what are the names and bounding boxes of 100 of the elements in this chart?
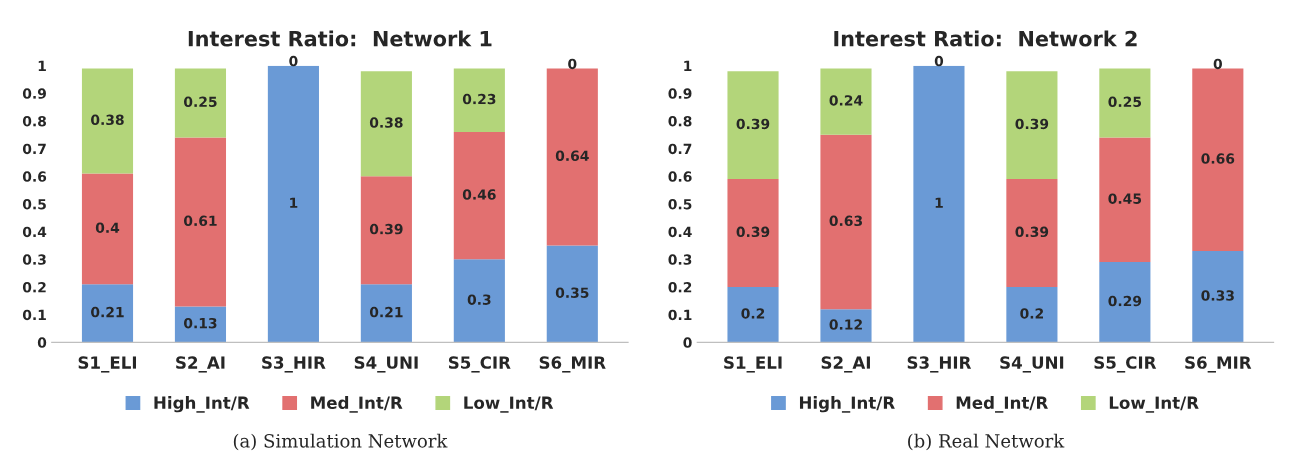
data-label: 0.39 xyxy=(736,226,770,238)
bar xyxy=(174,306,227,343)
y-tick-label: 0.8 xyxy=(22,115,46,127)
bar xyxy=(360,284,412,343)
bar xyxy=(174,68,227,138)
data-label: 0.2 xyxy=(1020,308,1043,319)
x-tick-label: S1_ELI xyxy=(78,356,137,373)
data-label: 0.64 xyxy=(555,150,589,161)
bar xyxy=(727,71,779,180)
x-tick-label: S5_CIR xyxy=(1094,356,1157,373)
data-label: 0.24 xyxy=(829,95,863,106)
y-tick-label: 0.1 xyxy=(22,309,46,321)
y-tick-label: 0.1 xyxy=(668,309,692,321)
bar xyxy=(1192,68,1244,252)
y-tick-label: 0.9 xyxy=(22,88,46,99)
x-tick-label: S6_MIR xyxy=(1185,356,1252,373)
data-label: 0.12 xyxy=(829,319,862,330)
x-tick-label: S5_CIR xyxy=(448,356,511,373)
data-label: 0 xyxy=(934,55,944,67)
text: (b) Real Network xyxy=(908,433,1065,451)
y-tick-label: 0.2 xyxy=(668,282,692,293)
y-tick-label: 0.7 xyxy=(22,143,46,155)
bar xyxy=(1006,287,1058,343)
data-label: 0.46 xyxy=(462,189,496,200)
x-tick-label: S4_UNI xyxy=(354,356,418,373)
data-label: 0.39 xyxy=(1015,226,1049,238)
data-label: 0.39 xyxy=(369,223,403,235)
bar xyxy=(1006,179,1058,288)
y-tick-label: 0 xyxy=(37,337,47,348)
data-label: 0.63 xyxy=(829,215,863,227)
data-label: 0.21 xyxy=(91,306,124,318)
bar xyxy=(81,173,134,285)
y-tick-label: 0.9 xyxy=(668,88,692,99)
legend-label: Med_Int/R xyxy=(956,396,1048,413)
chart-title: Interest Ratio: Network 2 xyxy=(834,30,1137,47)
data-label: 1 xyxy=(290,197,298,208)
y-tick-label: 0.5 xyxy=(668,198,692,210)
bar xyxy=(1099,262,1151,343)
data-label: 0 xyxy=(289,55,298,67)
data-label: 0.4 xyxy=(95,222,120,233)
bar xyxy=(546,245,598,343)
x-tick-label: S1_ELI xyxy=(724,356,782,373)
y-tick-label: 0.3 xyxy=(668,254,692,265)
bar xyxy=(81,284,134,343)
data-label: 0.13 xyxy=(183,317,217,329)
bar xyxy=(360,71,412,177)
bar xyxy=(1099,137,1151,263)
bar xyxy=(1192,251,1244,343)
x-tick-label: S2_AI xyxy=(176,356,225,373)
y-tick-label: 0.7 xyxy=(668,143,692,155)
bar xyxy=(820,309,872,343)
legend-label: Low_Int/R xyxy=(464,396,554,413)
data-label: 0.38 xyxy=(91,114,124,126)
legend-label: Med_Int/R xyxy=(311,396,403,413)
data-label: 0.39 xyxy=(736,118,770,130)
legend-label: High_Int/R xyxy=(799,396,895,413)
x-tick-label: S4_UNI xyxy=(1000,356,1064,373)
bar xyxy=(267,65,319,343)
data-label: 0 xyxy=(1213,58,1222,70)
y-tick-label: 0.3 xyxy=(22,254,46,265)
y-tick-label: 0.8 xyxy=(668,115,692,127)
legend-label: High_Int/R xyxy=(154,396,250,413)
bar xyxy=(820,68,872,135)
bar xyxy=(727,179,779,288)
data-label: 0 xyxy=(568,58,577,70)
x-tick-label: S6_MIR xyxy=(539,356,606,373)
y-tick-label: 0 xyxy=(683,337,692,348)
data-label: 0.25 xyxy=(183,96,217,108)
y-tick-label: 1 xyxy=(684,60,692,71)
y-tick-label: 1 xyxy=(38,60,46,71)
data-label: 0.3 xyxy=(467,294,491,305)
y-tick-label: 0.2 xyxy=(22,282,46,293)
data-label: 0.2 xyxy=(741,308,765,319)
bar xyxy=(820,134,872,310)
bar xyxy=(81,68,134,174)
bar xyxy=(453,132,505,260)
data-label: 0.29 xyxy=(1108,295,1142,307)
data-label: 0.38 xyxy=(369,117,403,128)
data-label: 0.25 xyxy=(1108,96,1142,108)
data-label: 0.66 xyxy=(1201,153,1235,164)
bar xyxy=(727,287,779,343)
data-label: 0.23 xyxy=(462,93,496,105)
x-tick-label: S3_HIR xyxy=(907,356,972,373)
x-tick-label: S2_AI xyxy=(821,356,870,373)
data-label: 0.45 xyxy=(1108,193,1142,204)
chart-title: Interest Ratio: Network 1 xyxy=(188,30,492,47)
bar xyxy=(174,137,227,307)
bar xyxy=(453,259,505,343)
bar xyxy=(1099,68,1151,138)
bar xyxy=(546,68,598,246)
bar xyxy=(913,65,965,343)
y-tick-label: 0.6 xyxy=(668,171,692,182)
y-tick-label: 0.5 xyxy=(22,198,46,210)
y-tick-label: 0.6 xyxy=(22,171,47,182)
y-tick-label: 0.4 xyxy=(22,226,47,238)
data-label: 1 xyxy=(935,197,943,208)
legend-label: Low_Int/R xyxy=(1109,396,1199,413)
data-label: 0.21 xyxy=(369,306,403,318)
x-tick-label: S3_HIR xyxy=(262,356,326,373)
bar xyxy=(453,68,505,133)
